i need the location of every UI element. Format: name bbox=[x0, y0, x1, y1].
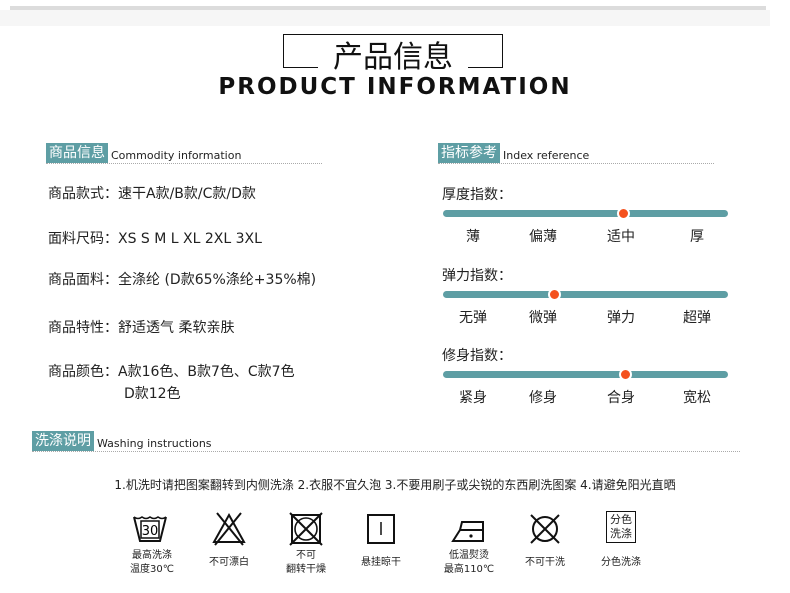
wash-30-icon: 30 bbox=[133, 516, 167, 542]
section-tag: 指标参考 bbox=[438, 143, 500, 163]
section-subtitle: Washing instructions bbox=[97, 437, 212, 450]
index-slider-track bbox=[443, 368, 728, 381]
slider-tick-label: 合身 bbox=[607, 390, 635, 406]
slider-tick-label: 紧身 bbox=[459, 390, 487, 406]
info-row-style: 商品款式：速干A款/B款/C款/D款 bbox=[48, 186, 256, 202]
slider-tick-label: 厚 bbox=[690, 229, 704, 245]
separate-wash-icon: 分色 洗涤 bbox=[606, 511, 636, 543]
slider-tick-label: 超弹 bbox=[683, 310, 711, 326]
index-slider-marker bbox=[548, 288, 562, 301]
page-title: 产品信息 bbox=[318, 40, 468, 76]
index-slider-marker bbox=[616, 207, 630, 220]
slider-tick-label: 薄 bbox=[466, 229, 480, 245]
no-dry-clean-icon bbox=[530, 514, 560, 544]
section-tag: 洗涤说明 bbox=[32, 431, 94, 451]
slider-tick-label: 宽松 bbox=[683, 390, 711, 406]
info-row-color: 商品颜色：A款16色、B款7色、C款7色 bbox=[48, 364, 295, 380]
index-section-header: 指标参考 Index reference bbox=[438, 142, 714, 164]
slider-label: 厚度指数： bbox=[442, 187, 512, 203]
page-subtitle: PRODUCT INFORMATION bbox=[218, 74, 572, 100]
low-iron-icon bbox=[451, 521, 484, 542]
icon-caption: 分色洗涤 bbox=[601, 557, 641, 568]
icon-caption: 不可漂白 bbox=[209, 557, 249, 568]
section-tag: 商品信息 bbox=[46, 143, 108, 163]
commodity-section-header: 商品信息 Commodity information bbox=[46, 142, 322, 164]
icon-caption: 最高洗涤 温度30℃ bbox=[130, 550, 174, 575]
info-row-size: 面料尺码：XS S M L XL 2XL 3XL bbox=[48, 231, 262, 247]
info-row-color-cont: D款12色 bbox=[124, 386, 181, 402]
top-shade bbox=[0, 10, 770, 26]
info-row-feature: 商品特性：舒适透气 柔软亲肤 bbox=[48, 320, 235, 336]
slider-tick-label: 微弹 bbox=[529, 310, 557, 326]
slider-tick-label: 弹力 bbox=[607, 310, 635, 326]
slider-label: 弹力指数： bbox=[442, 268, 512, 284]
svg-text:30: 30 bbox=[142, 524, 159, 539]
index-slider-track bbox=[443, 288, 728, 301]
slider-tick-label: 适中 bbox=[607, 229, 635, 245]
slider-label: 修身指数： bbox=[442, 348, 512, 364]
section-subtitle: Index reference bbox=[503, 149, 590, 162]
no-bleach-icon bbox=[212, 512, 246, 546]
slider-tick-label: 偏薄 bbox=[529, 229, 557, 245]
icon-caption: 不可干洗 bbox=[525, 557, 565, 568]
index-slider-track bbox=[443, 207, 728, 220]
icon-caption: 低温熨烫 最高110℃ bbox=[443, 550, 495, 575]
info-row-fabric: 商品面料：全涤纶 (D款65%涤纶+35%棉) bbox=[48, 272, 317, 288]
no-tumble-dry-icon bbox=[289, 512, 323, 546]
icon-caption: 悬挂晾干 bbox=[361, 557, 401, 568]
washing-instructions-text: 1.机洗时请把图案翻转到内侧洗涤 2.衣服不宜久泡 3.不要用刷子或尖锐的东西刷… bbox=[114, 478, 676, 492]
washing-section-header: 洗涤说明 Washing instructions bbox=[32, 430, 740, 452]
slider-tick-label: 无弹 bbox=[459, 310, 487, 326]
slider-tick-label: 修身 bbox=[529, 390, 557, 406]
section-subtitle: Commodity information bbox=[111, 149, 242, 162]
line-dry-icon bbox=[367, 514, 395, 544]
top-divider bbox=[10, 6, 766, 10]
icon-caption: 不可 翻转干燥 bbox=[286, 550, 326, 575]
index-slider-marker bbox=[619, 368, 633, 381]
